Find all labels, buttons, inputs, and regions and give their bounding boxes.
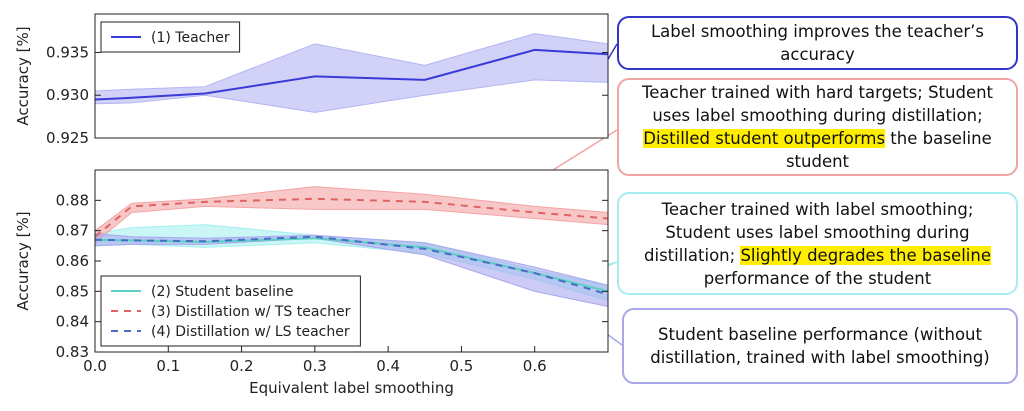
legend-label: (3) Distillation w/ TS teacher (151, 304, 351, 320)
legend: (1) Teacher (100, 21, 241, 53)
callout: Student baseline performance (without di… (622, 308, 1018, 384)
y-tick-label: 0.87 (56, 222, 89, 240)
legend-frame (100, 275, 361, 347)
callout: Label smoothing improves the teacher’s a… (617, 16, 1018, 70)
y-axis-label: Accuracy [%] (14, 26, 32, 125)
callout-text: Teacher trained with hard targets; Stude… (629, 81, 1006, 173)
legend-label: (1) Teacher (151, 30, 230, 46)
y-tick-label: 0.935 (46, 43, 89, 61)
y-tick-label: 0.86 (56, 252, 89, 270)
series-line (94, 48, 609, 101)
callout-span: the baseline student (785, 129, 992, 171)
x-axis-label: Equivalent label smoothing (249, 379, 454, 397)
x-tick-label: 0.6 (523, 357, 547, 375)
x-tick-label: 0.2 (230, 357, 254, 375)
y-tick-label: 0.85 (56, 282, 89, 300)
y-axis-label: Accuracy [%] (14, 211, 32, 310)
legend-label: (4) Distillation w/ LS teacher (151, 324, 350, 340)
callout-span: Teacher trained with label smoothing; St… (644, 199, 974, 265)
x-tick-label: 0.0 (83, 357, 107, 375)
x-tick-label: 0.3 (303, 357, 327, 375)
legend-label: (2) Student baseline (151, 284, 293, 300)
callout: Teacher trained with label smoothing; St… (617, 192, 1018, 295)
y-tick-label: 0.84 (56, 313, 89, 331)
callout-span: Teacher trained with hard targets; Stude… (641, 83, 994, 125)
highlight-text: Distilled student outperforms (643, 129, 886, 148)
callout-span: Label smoothing improves the teacher’s a… (650, 22, 985, 64)
y-tick-label: 0.925 (46, 129, 89, 147)
y-tick-label: 0.88 (56, 191, 89, 209)
callout-text: Label smoothing improves the teacher’s a… (629, 20, 1006, 66)
callout-text: Teacher trained with label smoothing; St… (629, 198, 1006, 290)
y-tick-label: 0.930 (46, 86, 89, 104)
x-tick-label: 0.1 (156, 357, 180, 375)
highlight-text: Slightly degrades the baseline (740, 245, 991, 265)
callout: Teacher trained with hard targets; Stude… (617, 78, 1018, 176)
x-tick-label: 0.5 (449, 357, 473, 375)
callout-span: Student baseline performance (without di… (650, 325, 990, 367)
callout-span: performance of the student (703, 268, 932, 288)
legend: (2) Student baseline (3) Distillation w/ … (100, 275, 361, 347)
callout-text: Student baseline performance (without di… (634, 323, 1006, 369)
series-line (94, 235, 609, 296)
y-tick-label: 0.83 (56, 343, 89, 361)
axes-frame (94, 13, 609, 139)
x-tick-label: 0.4 (376, 357, 400, 375)
